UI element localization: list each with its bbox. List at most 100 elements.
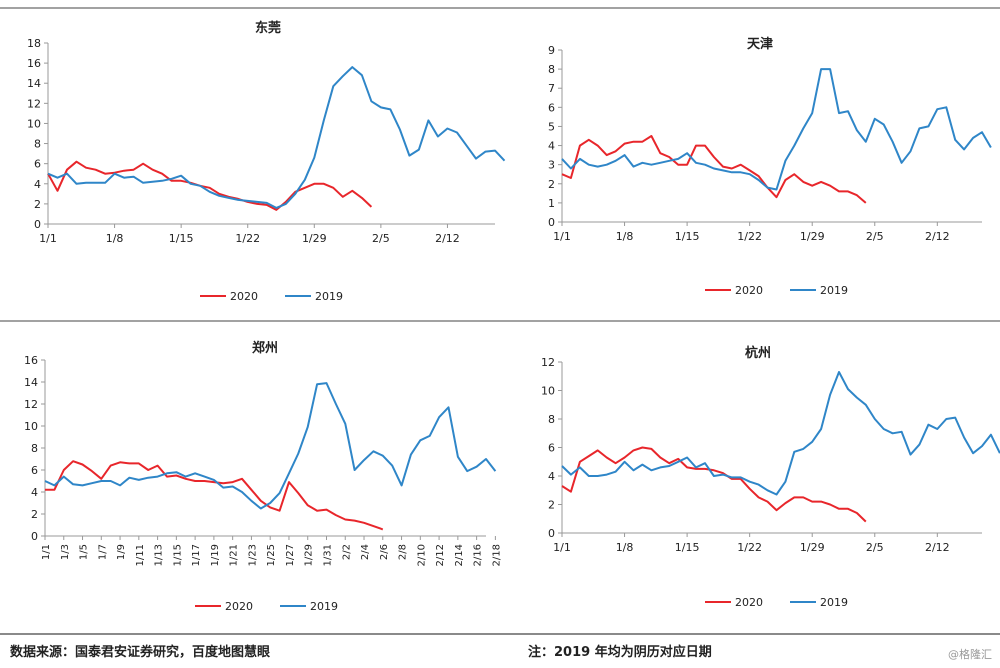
x-tick-label: 1/8 — [616, 230, 634, 243]
series-line-2019 — [561, 371, 1000, 496]
legend-label-2020: 2020 — [735, 284, 763, 297]
y-tick-label: 1 — [548, 197, 555, 210]
x-tick-label: 2/10 — [416, 544, 427, 566]
legend-label-2019: 2019 — [820, 596, 848, 609]
y-tick-label: 4 — [548, 140, 555, 153]
x-tick-label: 1/8 — [106, 232, 124, 245]
x-tick-label: 1/1 — [41, 544, 52, 560]
x-tick-label: 1/15 — [169, 232, 194, 245]
y-tick-label: 4 — [548, 470, 555, 483]
y-tick-label: 6 — [31, 464, 38, 477]
y-tick-label: 2 — [548, 178, 555, 191]
x-tick-label: 1/29 — [800, 230, 825, 243]
y-tick-label: 10 — [541, 385, 555, 398]
y-tick-label: 0 — [34, 218, 41, 231]
x-tick-label: 1/22 — [737, 541, 762, 554]
x-tick-label: 1/29 — [304, 544, 315, 566]
y-tick-label: 6 — [34, 158, 41, 171]
chart-title: 郑州 — [252, 340, 278, 356]
y-tick-label: 4 — [34, 178, 41, 191]
series-line-2020 — [45, 460, 384, 531]
y-tick-label: 12 — [541, 356, 555, 369]
series-line-2020 — [561, 135, 867, 204]
y-tick-label: 8 — [34, 138, 41, 151]
y-tick-label: 14 — [27, 77, 41, 90]
chart-title: 杭州 — [745, 345, 771, 361]
y-tick-label: 16 — [24, 354, 38, 367]
x-tick-label: 2/12 — [925, 541, 950, 554]
x-tick-label: 1/9 — [116, 544, 127, 560]
y-tick-label: 8 — [548, 63, 555, 76]
series-line-2019 — [47, 66, 506, 209]
y-tick-label: 8 — [548, 413, 555, 426]
legend-label-2019: 2019 — [310, 600, 338, 613]
series-line-2020 — [561, 446, 867, 523]
x-tick-label: 2/5 — [866, 541, 884, 554]
x-tick-label: 1/29 — [302, 232, 327, 245]
x-tick-label: 1/31 — [322, 544, 333, 566]
y-tick-label: 0 — [548, 527, 555, 540]
y-tick-label: 6 — [548, 101, 555, 114]
x-tick-label: 1/5 — [79, 544, 90, 560]
y-tick-label: 0 — [31, 530, 38, 543]
y-tick-label: 4 — [31, 486, 38, 499]
x-tick-label: 2/5 — [372, 232, 390, 245]
legend-label-2020: 2020 — [735, 596, 763, 609]
x-tick-label: 1/1 — [553, 541, 571, 554]
x-tick-label: 1/25 — [266, 544, 277, 566]
y-tick-label: 2 — [34, 198, 41, 211]
y-tick-label: 12 — [27, 97, 41, 110]
y-tick-label: 8 — [31, 442, 38, 455]
x-tick-label: 1/22 — [737, 230, 762, 243]
legend-label-2019: 2019 — [315, 290, 343, 303]
y-tick-label: 7 — [548, 82, 555, 95]
x-tick-label: 1/11 — [135, 544, 146, 566]
chart-3: 郑州 0 2 4 6 8 10 12 14 16 1/1 1/3 1/5 1/7 1/9 1/11 1/13 1/… — [24, 340, 502, 613]
x-tick-label: 2/14 — [454, 544, 465, 566]
y-tick-label: 6 — [548, 442, 555, 455]
x-tick-label: 1/22 — [235, 232, 260, 245]
legend-label-2020: 2020 — [225, 600, 253, 613]
x-tick-label: 1/27 — [285, 544, 296, 566]
x-tick-label: 2/18 — [491, 544, 502, 566]
x-tick-label: 1/29 — [800, 541, 825, 554]
legend-label-2019: 2019 — [820, 284, 848, 297]
legend-label-2020: 2020 — [230, 290, 258, 303]
y-tick-label: 0 — [548, 216, 555, 229]
y-tick-label: 10 — [27, 117, 41, 130]
chart-2: 天津 0 1 2 3 4 5 6 7 8 9 1/1 1/8 1/15 1/22 1/29 2/5 2/12 202… — [548, 36, 992, 297]
x-tick-label: 1/13 — [154, 544, 165, 566]
x-tick-label: 1/15 — [675, 230, 700, 243]
x-tick-label: 1/1 — [39, 232, 57, 245]
x-tick-label: 1/3 — [60, 544, 71, 560]
series-line-2019 — [561, 68, 992, 191]
x-tick-label: 1/8 — [616, 541, 634, 554]
x-tick-label: 2/2 — [341, 544, 352, 560]
x-tick-label: 2/8 — [398, 544, 409, 560]
source-note: 数据来源：国泰君安证券研究，百度地图慧眼 — [10, 645, 271, 660]
x-tick-label: 1/1 — [553, 230, 571, 243]
x-tick-label: 2/12 — [435, 544, 446, 566]
x-tick-label: 1/7 — [97, 544, 108, 560]
chart-title: 东莞 — [255, 20, 281, 36]
x-tick-label: 2/16 — [473, 544, 484, 566]
x-tick-label: 1/23 — [247, 544, 258, 566]
x-tick-label: 1/15 — [172, 544, 183, 566]
x-tick-label: 1/19 — [210, 544, 221, 566]
chart-title: 天津 — [747, 36, 773, 52]
x-tick-label: 2/12 — [435, 232, 460, 245]
series-line-2019 — [44, 382, 497, 510]
y-tick-label: 5 — [548, 120, 555, 133]
x-tick-label: 2/4 — [360, 544, 371, 560]
y-tick-label: 16 — [27, 57, 41, 70]
y-tick-label: 12 — [24, 398, 38, 411]
x-tick-label: 2/12 — [925, 230, 950, 243]
y-tick-label: 3 — [548, 159, 555, 172]
watermark: @格隆汇 — [948, 648, 992, 661]
x-tick-label: 1/15 — [675, 541, 700, 554]
y-tick-label: 10 — [24, 420, 38, 433]
series-line-2020 — [47, 160, 373, 211]
y-tick-label: 2 — [31, 508, 38, 521]
